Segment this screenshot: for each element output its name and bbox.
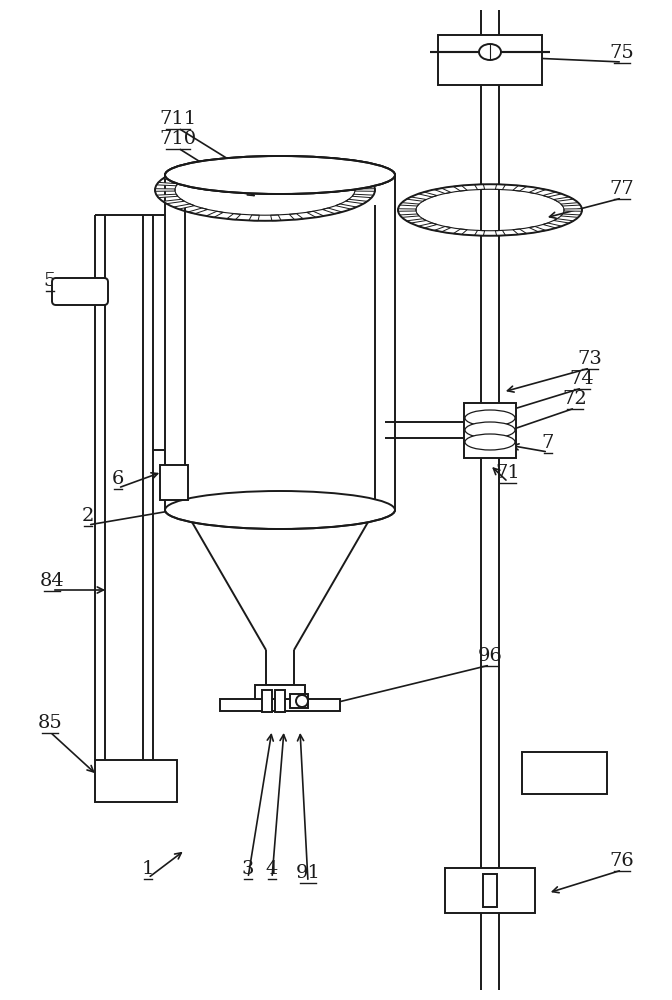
Polygon shape: [163, 176, 184, 181]
Text: 6: 6: [112, 470, 124, 488]
Polygon shape: [173, 171, 194, 176]
Polygon shape: [226, 214, 241, 220]
Polygon shape: [543, 223, 562, 228]
Polygon shape: [271, 215, 281, 221]
Polygon shape: [188, 208, 208, 214]
Polygon shape: [188, 166, 208, 172]
Polygon shape: [474, 184, 485, 190]
Polygon shape: [453, 229, 467, 234]
Polygon shape: [335, 204, 357, 209]
Bar: [522, 752, 607, 794]
Ellipse shape: [296, 695, 308, 707]
Polygon shape: [157, 194, 178, 198]
Bar: [160, 465, 188, 500]
Text: 77: 77: [610, 180, 634, 198]
Bar: [290, 694, 308, 708]
Bar: [220, 699, 340, 711]
Bar: [464, 403, 516, 458]
Polygon shape: [352, 182, 374, 186]
Polygon shape: [529, 226, 546, 232]
Polygon shape: [323, 208, 342, 214]
Polygon shape: [434, 226, 451, 232]
Polygon shape: [513, 186, 527, 191]
Polygon shape: [529, 188, 546, 194]
Bar: [438, 35, 542, 85]
Text: 2: 2: [82, 507, 94, 525]
Text: 711: 711: [159, 110, 197, 128]
Bar: [483, 874, 497, 907]
Polygon shape: [554, 197, 573, 201]
Polygon shape: [554, 219, 573, 223]
Text: 1: 1: [142, 860, 154, 878]
Polygon shape: [400, 214, 419, 217]
FancyBboxPatch shape: [52, 278, 108, 305]
Polygon shape: [434, 188, 451, 194]
Polygon shape: [226, 160, 241, 166]
Bar: [262, 690, 272, 712]
Polygon shape: [474, 230, 485, 236]
Polygon shape: [155, 189, 175, 191]
Polygon shape: [398, 209, 416, 211]
Polygon shape: [306, 211, 324, 217]
Text: 84: 84: [40, 572, 65, 590]
Polygon shape: [306, 163, 324, 169]
Text: 4: 4: [266, 860, 278, 878]
Bar: [95, 760, 177, 802]
Polygon shape: [355, 189, 375, 191]
Polygon shape: [249, 215, 259, 221]
Polygon shape: [561, 214, 581, 217]
Text: 710: 710: [159, 130, 197, 148]
Ellipse shape: [479, 44, 501, 60]
Text: 76: 76: [610, 852, 634, 870]
Polygon shape: [453, 186, 467, 191]
Polygon shape: [495, 230, 505, 236]
Ellipse shape: [165, 156, 395, 194]
Polygon shape: [345, 199, 368, 204]
Polygon shape: [249, 159, 259, 165]
Polygon shape: [271, 159, 281, 165]
Text: 7: 7: [542, 434, 554, 452]
Polygon shape: [418, 192, 437, 197]
Polygon shape: [407, 219, 426, 223]
Polygon shape: [173, 204, 194, 209]
Polygon shape: [335, 171, 357, 176]
Polygon shape: [352, 194, 374, 198]
Text: 3: 3: [242, 860, 254, 878]
Polygon shape: [561, 203, 581, 206]
Text: 91: 91: [296, 864, 321, 882]
Text: 72: 72: [562, 390, 587, 408]
Text: 71: 71: [496, 464, 520, 482]
Polygon shape: [206, 211, 223, 217]
Polygon shape: [163, 199, 184, 204]
Polygon shape: [289, 214, 303, 220]
Polygon shape: [564, 209, 582, 211]
Text: 96: 96: [478, 647, 503, 665]
Bar: [255, 685, 305, 699]
Text: 73: 73: [577, 350, 602, 368]
Text: 74: 74: [570, 370, 594, 388]
Polygon shape: [407, 197, 426, 201]
Polygon shape: [418, 223, 437, 228]
Polygon shape: [513, 229, 527, 234]
Ellipse shape: [465, 434, 515, 450]
Polygon shape: [495, 184, 505, 190]
Ellipse shape: [165, 156, 395, 194]
Text: 75: 75: [610, 44, 634, 62]
Polygon shape: [400, 203, 419, 206]
Bar: [275, 690, 285, 712]
Text: 5: 5: [44, 272, 56, 290]
Polygon shape: [345, 176, 368, 181]
Ellipse shape: [465, 422, 515, 438]
Polygon shape: [157, 182, 178, 186]
Polygon shape: [289, 160, 303, 166]
Polygon shape: [206, 163, 223, 169]
Text: 85: 85: [38, 714, 62, 732]
Ellipse shape: [165, 491, 395, 529]
Polygon shape: [323, 166, 342, 172]
Polygon shape: [543, 192, 562, 197]
Ellipse shape: [465, 410, 515, 426]
Bar: [445, 868, 535, 913]
